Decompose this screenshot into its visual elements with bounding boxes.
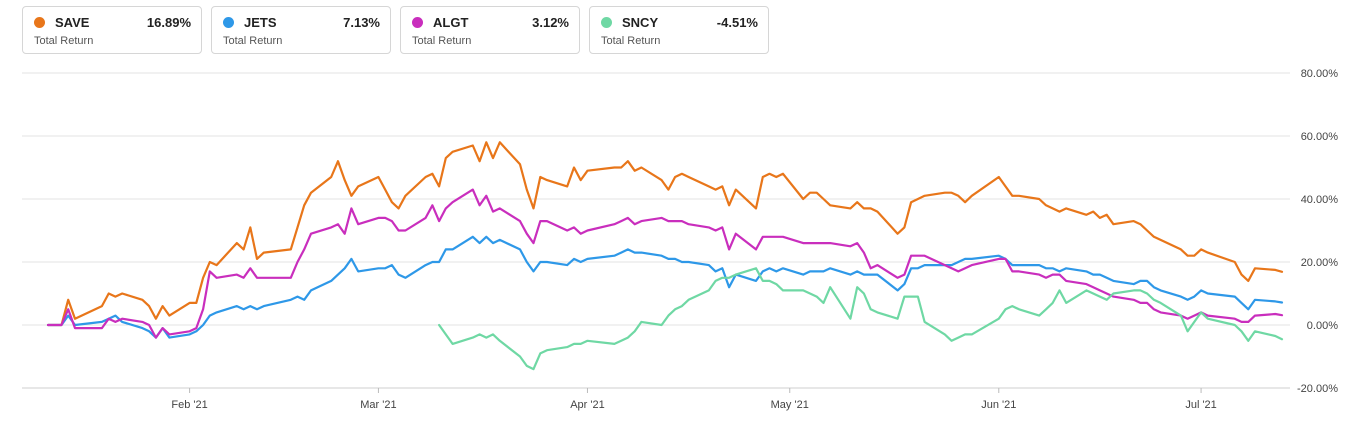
y-tick-label: -20.00% <box>1297 383 1338 395</box>
y-tick-label: 80.00% <box>1301 68 1339 80</box>
legend-value: 16.89% <box>146 15 191 30</box>
legend-symbol: SAVE <box>55 15 90 30</box>
y-tick-label: 60.00% <box>1301 131 1339 143</box>
series-line-sncy <box>438 267 1284 371</box>
x-tick-label: May '21 <box>771 399 809 411</box>
series-line-jets <box>46 235 1284 339</box>
gridlines <box>22 72 1290 389</box>
legend-subtitle: Total Return <box>34 35 94 47</box>
legend-symbol: SNCY <box>622 15 659 30</box>
legend-value: -4.51% <box>716 15 758 30</box>
x-tick-label: Jul '21 <box>1185 399 1216 411</box>
legend-subtitle: Total Return <box>412 35 472 47</box>
legend-value: 7.13% <box>343 15 380 30</box>
legend-card-algt[interactable]: ALGT 3.12% Total Return <box>400 6 580 54</box>
legend-symbol: JETS <box>244 15 277 30</box>
x-tick-label: Jun '21 <box>981 399 1016 411</box>
x-tick-label: Mar '21 <box>360 399 396 411</box>
series-lines <box>46 141 1284 371</box>
series-line-algt <box>46 188 1284 339</box>
y-tick-label: 0.00% <box>1307 320 1338 332</box>
legend-card-save[interactable]: SAVE 16.89% Total Return <box>22 6 202 54</box>
legend-card-jets[interactable]: JETS 7.13% Total Return <box>211 6 391 54</box>
y-axis-ticks: 80.00% 60.00% 40.00% 20.00% 0.00% -20.00% <box>1297 68 1338 395</box>
sncy-color-dot <box>601 17 612 28</box>
x-tick-label: Feb '21 <box>171 399 207 411</box>
legend: SAVE 16.89% Total Return JETS 7.13% Tota… <box>22 6 769 54</box>
legend-symbol: ALGT <box>433 15 469 30</box>
y-tick-label: 20.00% <box>1301 257 1339 269</box>
legend-card-sncy[interactable]: SNCY -4.51% Total Return <box>589 6 769 54</box>
algt-color-dot <box>412 17 423 28</box>
y-tick-label: 40.00% <box>1301 194 1339 206</box>
legend-subtitle: Total Return <box>223 35 283 47</box>
x-tick-label: Apr '21 <box>570 399 605 411</box>
save-color-dot <box>34 17 45 28</box>
series-line-save <box>46 141 1284 327</box>
jets-color-dot <box>223 17 234 28</box>
x-axis-ticks: Feb '21 Mar '21 Apr '21 May '21 Jun '21 Jul '… <box>171 388 1217 411</box>
legend-subtitle: Total Return <box>601 35 661 47</box>
legend-value: 3.12% <box>532 15 569 30</box>
